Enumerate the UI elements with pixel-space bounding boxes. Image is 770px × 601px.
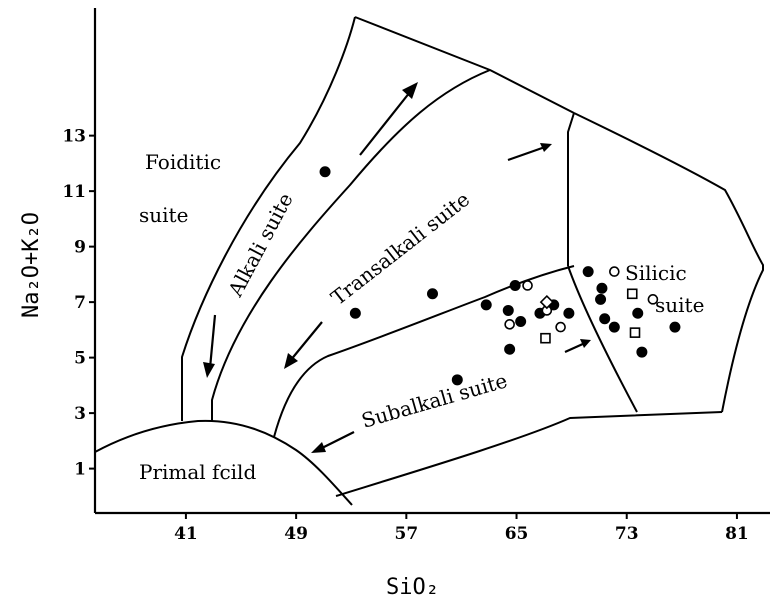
alkali-transalkali-boundary [211,69,491,421]
x-axis-label: SiO₂ [386,575,439,600]
filled-circle-point [599,313,611,325]
subalkali-left-arrowhead [311,442,326,453]
foiditic-suite-label: suite [139,203,188,227]
open-square-point [540,332,551,344]
subalkali-silicic-boundary [567,265,638,413]
filled-circle-point [319,166,331,178]
y-tick-label: 7 [74,293,86,313]
x-tick-label: 41 [174,524,198,544]
open-square-point [629,327,641,338]
silicic-suite-label: suite [655,293,704,317]
transalkali-silicic-boundary [567,112,575,266]
alkali-suite-label: Alkali suite [223,189,298,301]
transalkali-suite-label: Transalkali suite [326,187,474,310]
alkali-down-arrowhead [203,362,215,378]
open-square-point [626,288,638,300]
y-tick-label: 11 [62,182,86,202]
filled-circle-point [504,343,516,355]
subalkali-right-arrowhead [580,339,591,348]
filled-circle-point [427,288,438,300]
open-circle-point [504,319,515,330]
transalkali-down-arrow [289,321,323,362]
transalkali-right-arrow [507,145,546,162]
subalkali-right-arrow [564,341,586,354]
filled-circle-point [595,293,607,305]
x-tick-label: 81 [725,524,749,544]
subalkali-suite-label: Subalkali suite [359,368,510,433]
filled-circle-point [636,346,648,358]
foiditic-label: Foiditic [145,150,221,174]
y-tick-label: 9 [74,238,86,258]
x-tick-label: 65 [505,524,529,544]
transalkali-right-arrowhead [540,143,552,152]
alkali-up-arrow [359,91,411,156]
y-tick-label: 13 [62,127,86,147]
open-diamond-point [539,294,554,310]
y-axis-label: Na₂O+K₂O [19,212,44,318]
alkali-down-arrow [208,314,217,369]
filled-circle-point [596,282,608,294]
filled-circle-point [632,307,644,319]
filled-circle-point [502,304,514,316]
filled-circle-point [480,299,492,311]
filled-circle-point [582,266,594,278]
foiditic-alkali-boundary [181,16,356,421]
filled-circle-point [515,316,527,328]
alkali-up-arrowhead [402,82,418,99]
open-circle-point [522,280,533,291]
x-tick-label: 73 [615,524,639,544]
primal-field-label: Primal fcild [139,460,256,484]
silicic-right-boundary [573,112,764,413]
field-boundaries [94,16,764,506]
y-tick-label: 1 [74,460,86,480]
filled-circle-point [509,279,521,291]
x-tick-label: 49 [284,524,308,544]
filled-circle-point [349,307,361,319]
filled-circle-point [608,321,620,333]
open-circle-point [555,321,566,333]
top-boundary [354,16,575,114]
silicic-label: Silicic [625,261,687,285]
filled-circle-point [669,321,681,333]
open-circle-point [647,294,659,305]
bottom-right-boundary [335,411,723,497]
filled-circle-point [563,307,575,319]
x-ticks: 41 49 57 65 73 81 [174,513,749,544]
data-points [319,166,681,386]
trend-arrows [203,82,591,453]
filled-circle-point [451,374,463,386]
x-tick-label: 57 [394,524,418,544]
primal-field-boundary [94,419,353,506]
y-tick-label: 5 [74,349,86,369]
transalkali-down-arrowhead [284,353,298,369]
open-circle-point [609,266,620,277]
transalkali-subalkali-boundary [273,265,575,438]
subalkali-left-arrow [319,431,355,450]
y-tick-label: 3 [74,404,86,424]
